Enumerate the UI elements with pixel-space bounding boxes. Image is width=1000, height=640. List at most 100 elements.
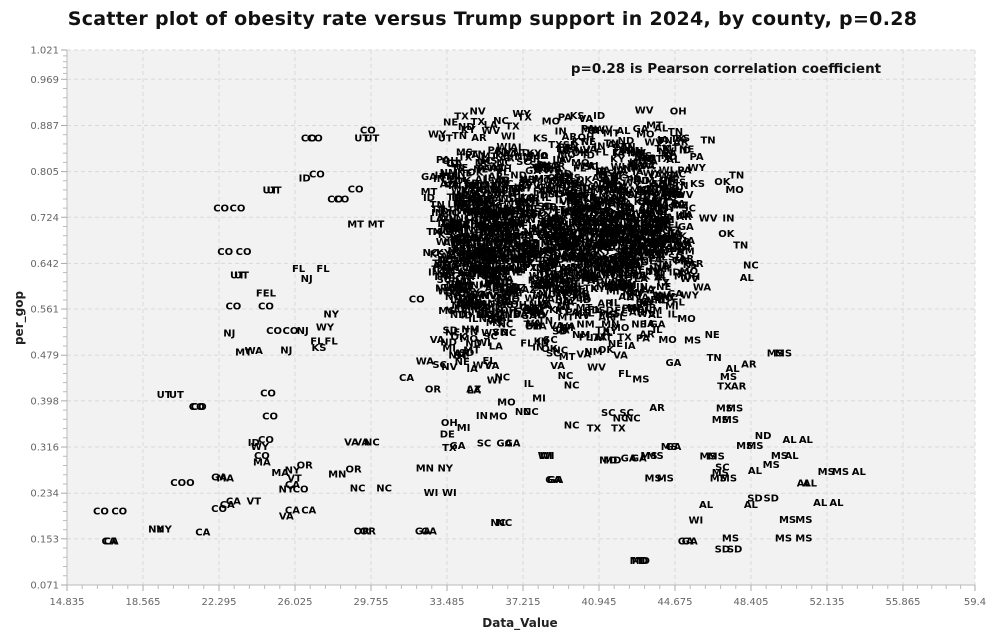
data-point-label: MT <box>624 246 641 257</box>
data-point-label: KY <box>644 193 660 204</box>
data-point-label: PA <box>689 152 703 163</box>
data-point-label: OH <box>458 294 475 305</box>
data-point-label: NM <box>574 204 592 215</box>
data-point-label: OK <box>442 263 460 274</box>
data-point-label: AL <box>570 282 585 293</box>
data-point-label: GA <box>496 439 512 450</box>
data-point-label: PA <box>581 276 595 287</box>
data-point-label: GA <box>567 207 583 218</box>
data-point-label: KS <box>665 236 680 247</box>
data-point-label: WY <box>443 262 462 273</box>
data-point-label: TN <box>593 227 608 238</box>
data-point-label: IN <box>428 268 440 279</box>
data-point-label: GA <box>595 207 611 218</box>
data-point-label: AZ <box>432 261 447 272</box>
data-point-label: AZ <box>511 283 526 294</box>
data-point-label: WI <box>540 451 555 462</box>
data-point-label: AL <box>740 273 755 284</box>
data-point-label: WY <box>559 146 578 157</box>
data-point-label: AL <box>744 500 759 511</box>
data-point-label: OK <box>503 230 521 241</box>
data-point-label: GA <box>453 220 469 231</box>
data-point-label: PA <box>481 255 495 266</box>
data-point-label: SC <box>598 214 613 225</box>
data-point-label: WY <box>482 238 501 249</box>
data-point-label: NC <box>579 182 595 193</box>
data-point-label: TN <box>459 225 474 236</box>
data-point-label: CO <box>360 125 376 136</box>
data-point-label: SC <box>498 256 513 267</box>
data-point-label: IL <box>656 271 667 282</box>
x-tick-label: 40.945 <box>581 597 616 608</box>
data-point-label: MO <box>544 270 562 281</box>
data-point-label: WI <box>442 488 457 499</box>
data-point-label: NE <box>473 165 488 176</box>
data-point-label: GA <box>563 181 579 192</box>
data-point-label: SD <box>510 216 526 227</box>
data-point-label: WV <box>649 240 668 251</box>
data-point-label: NV <box>479 226 495 237</box>
data-point-label: MS <box>720 372 737 383</box>
data-point-label: OK <box>450 332 468 343</box>
data-point-label: WV <box>460 268 479 279</box>
data-point-label: MT <box>482 246 499 257</box>
data-point-label: IL <box>500 297 511 308</box>
data-point-label: ID <box>461 310 473 321</box>
data-point-label: KS <box>528 276 543 287</box>
data-point-label: ID <box>299 173 311 184</box>
data-point-label: IA <box>484 269 496 280</box>
data-point-label: TX <box>626 304 641 315</box>
data-point-label: SC <box>499 300 514 311</box>
data-point-label: FL <box>316 264 330 275</box>
data-point-label: ND <box>563 251 580 262</box>
data-point-label: ND <box>450 310 467 321</box>
data-point-label: FL <box>624 267 638 278</box>
data-point-label: TN <box>430 200 445 211</box>
data-point-label: VA <box>594 260 609 271</box>
data-point-label: MS <box>478 196 495 207</box>
data-point-label: LA <box>567 200 581 211</box>
data-point-label: SD <box>627 190 643 201</box>
data-point-label: NE <box>499 235 514 246</box>
data-point-label: WI <box>497 142 512 153</box>
data-point-label: NC <box>443 271 459 282</box>
data-point-label: AZ <box>668 188 683 199</box>
data-point-label: OR <box>354 526 371 537</box>
data-point-label: AL <box>624 204 639 215</box>
data-point-label: NV <box>654 248 670 259</box>
data-point-label: WA <box>245 346 264 357</box>
data-point-label: NE <box>679 145 694 156</box>
data-point-label: LA <box>605 226 619 237</box>
data-point-label: NC <box>477 310 493 321</box>
x-tick-label: 52.135 <box>809 597 844 608</box>
data-point-label: NV <box>572 216 588 227</box>
data-point-label: NM <box>643 237 661 248</box>
data-point-label: IA <box>657 135 669 146</box>
data-point-label: GA <box>421 526 437 537</box>
data-point-label: AR <box>649 403 665 414</box>
data-point-label: MO <box>620 235 638 246</box>
data-point-label: VA <box>455 200 470 211</box>
plot-area <box>67 50 975 585</box>
y-tick-label: 0.969 <box>30 75 59 86</box>
data-point-label: GA <box>456 282 472 293</box>
data-point-label: AR <box>675 237 691 248</box>
data-point-label: NC <box>453 199 469 210</box>
data-point-label: SD <box>606 211 622 222</box>
data-point-label: ID <box>560 265 572 276</box>
data-point-label: WV <box>438 213 457 224</box>
data-point-label: NC <box>515 407 531 418</box>
data-point-label: UT <box>438 133 453 144</box>
data-point-label: AR <box>462 302 478 313</box>
data-point-label: AZ <box>618 292 633 303</box>
data-point-label: TX <box>564 208 579 219</box>
data-point-label: NC <box>540 247 556 258</box>
data-point-label: FL <box>533 187 547 198</box>
data-point-label: NE <box>654 261 669 272</box>
data-point-label: KY <box>518 250 534 261</box>
data-point-label: SD <box>639 232 655 243</box>
data-point-label: IN <box>654 290 666 301</box>
data-point-label: VA <box>466 235 481 246</box>
data-point-label: MI <box>466 300 480 311</box>
